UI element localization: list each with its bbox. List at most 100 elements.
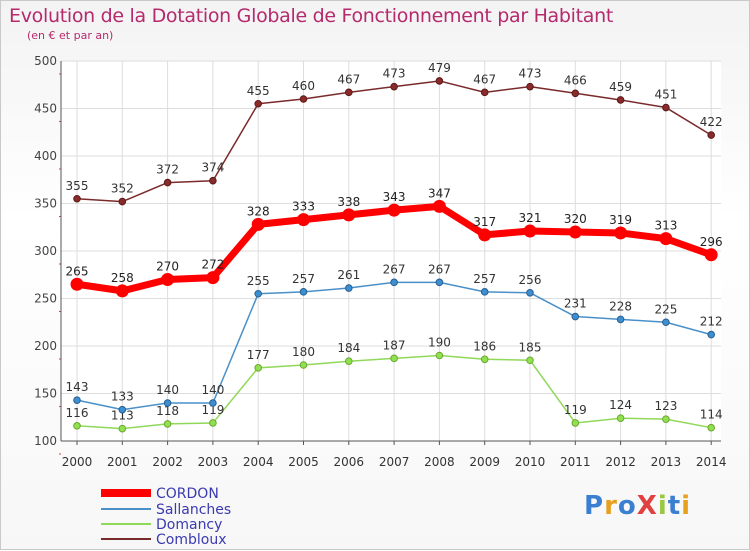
data-label-cordon: 258 xyxy=(111,271,134,285)
data-point-sallanches xyxy=(209,399,217,407)
data-point-domancy xyxy=(435,351,444,360)
data-label-combloux: 479 xyxy=(428,61,451,75)
chart-title: Evolution de la Dotation Globale de Fonc… xyxy=(9,5,614,27)
data-label-domancy: 118 xyxy=(156,404,179,418)
data-point-cordon xyxy=(251,217,265,231)
data-label-sallanches: 228 xyxy=(609,299,632,313)
data-point-domancy xyxy=(345,357,353,366)
data-label-combloux: 352 xyxy=(111,182,134,196)
data-point-domancy xyxy=(163,420,172,428)
data-point-combloux xyxy=(571,89,580,98)
x-tick-label: 2012 xyxy=(605,455,636,469)
data-point-combloux xyxy=(254,99,263,108)
data-label-cordon: 317 xyxy=(473,215,496,229)
y-tick-label: 200 xyxy=(34,339,57,353)
data-point-domancy xyxy=(209,419,217,427)
data-point-sallanches xyxy=(163,399,172,407)
legend-label-combloux: Combloux xyxy=(156,532,226,548)
data-label-cordon: 347 xyxy=(428,186,451,200)
data-point-combloux xyxy=(435,77,444,85)
data-label-combloux: 467 xyxy=(473,72,496,86)
data-point-sallanches xyxy=(73,396,81,404)
x-tick-label: 2009 xyxy=(469,455,500,469)
data-label-sallanches: 143 xyxy=(66,380,89,394)
data-point-sallanches xyxy=(390,278,398,287)
data-point-combloux xyxy=(73,194,81,203)
data-label-cordon: 270 xyxy=(156,260,179,274)
data-point-domancy xyxy=(390,354,398,363)
data-label-cordon: 333 xyxy=(292,200,315,214)
data-point-combloux xyxy=(163,178,172,187)
y-tick-label: 400 xyxy=(34,149,57,163)
y-tick-label: 100 xyxy=(34,434,57,448)
data-point-cordon xyxy=(387,203,401,217)
data-label-cordon: 272 xyxy=(201,258,224,272)
data-label-combloux: 473 xyxy=(383,67,406,81)
data-label-domancy: 119 xyxy=(201,403,224,417)
data-point-domancy xyxy=(571,419,580,427)
data-label-sallanches: 267 xyxy=(428,262,451,276)
data-label-cordon: 296 xyxy=(700,235,723,249)
y-tick-label: 250 xyxy=(34,292,57,306)
data-point-cordon xyxy=(478,228,492,242)
data-label-sallanches: 212 xyxy=(700,315,723,329)
data-label-domancy: 123 xyxy=(654,399,677,413)
data-label-domancy: 114 xyxy=(700,408,723,422)
x-tick-label: 2013 xyxy=(651,455,682,469)
data-label-sallanches: 255 xyxy=(247,274,270,288)
data-point-sallanches xyxy=(345,284,353,292)
data-point-combloux xyxy=(662,103,670,112)
data-point-sallanches xyxy=(480,288,489,296)
x-tick-label: 2005 xyxy=(288,455,319,469)
proxiti-logo: ProXiti xyxy=(584,491,692,521)
data-label-sallanches: 257 xyxy=(473,272,496,286)
data-point-combloux xyxy=(707,131,716,139)
data-label-cordon: 265 xyxy=(66,264,89,278)
data-point-sallanches xyxy=(435,278,444,287)
y-tick-label: 500 xyxy=(34,54,57,68)
data-label-sallanches: 267 xyxy=(383,262,406,276)
legend-label-sallanches: Sallanches xyxy=(156,502,231,518)
x-tick-label: 2003 xyxy=(198,455,229,469)
data-point-sallanches xyxy=(299,288,308,296)
data-point-combloux xyxy=(209,176,217,185)
data-point-cordon xyxy=(568,225,582,239)
data-label-sallanches: 256 xyxy=(519,273,542,287)
data-label-domancy: 119 xyxy=(564,403,587,417)
data-point-cordon xyxy=(614,226,628,240)
legend-label-domancy: Domancy xyxy=(156,517,222,533)
x-tick-label: 2002 xyxy=(152,455,183,469)
data-label-combloux: 459 xyxy=(609,80,632,94)
data-label-domancy: 116 xyxy=(66,406,89,420)
x-tick-label: 2004 xyxy=(243,455,274,469)
y-tick-label: 350 xyxy=(34,197,57,211)
data-label-domancy: 177 xyxy=(247,348,270,362)
data-point-domancy xyxy=(707,423,716,432)
data-point-cordon xyxy=(523,224,537,238)
data-point-sallanches xyxy=(571,312,580,321)
data-label-domancy: 113 xyxy=(111,409,134,423)
data-point-combloux xyxy=(118,197,127,206)
data-label-combloux: 374 xyxy=(201,161,224,175)
data-point-combloux xyxy=(390,82,398,91)
data-point-cordon xyxy=(70,277,84,291)
data-point-sallanches xyxy=(118,405,127,414)
data-point-combloux xyxy=(345,88,353,97)
legend-label-cordon: CORDON xyxy=(156,486,219,502)
data-label-sallanches: 261 xyxy=(337,268,360,282)
data-point-domancy xyxy=(480,355,489,364)
data-point-combloux xyxy=(616,96,625,104)
data-point-cordon xyxy=(115,284,129,298)
data-label-domancy: 190 xyxy=(428,336,451,350)
x-tick-label: 2007 xyxy=(379,455,410,469)
x-tick-label: 2000 xyxy=(62,455,93,469)
data-point-cordon xyxy=(704,248,718,262)
data-point-sallanches xyxy=(616,315,625,324)
data-label-cordon: 321 xyxy=(519,211,542,225)
data-point-cordon xyxy=(342,208,356,222)
data-point-domancy xyxy=(526,356,534,365)
data-label-cordon: 343 xyxy=(383,190,406,204)
chart-subtitle: (en € et par an) xyxy=(27,29,114,42)
data-label-domancy: 124 xyxy=(609,398,632,412)
data-label-domancy: 180 xyxy=(292,345,315,359)
